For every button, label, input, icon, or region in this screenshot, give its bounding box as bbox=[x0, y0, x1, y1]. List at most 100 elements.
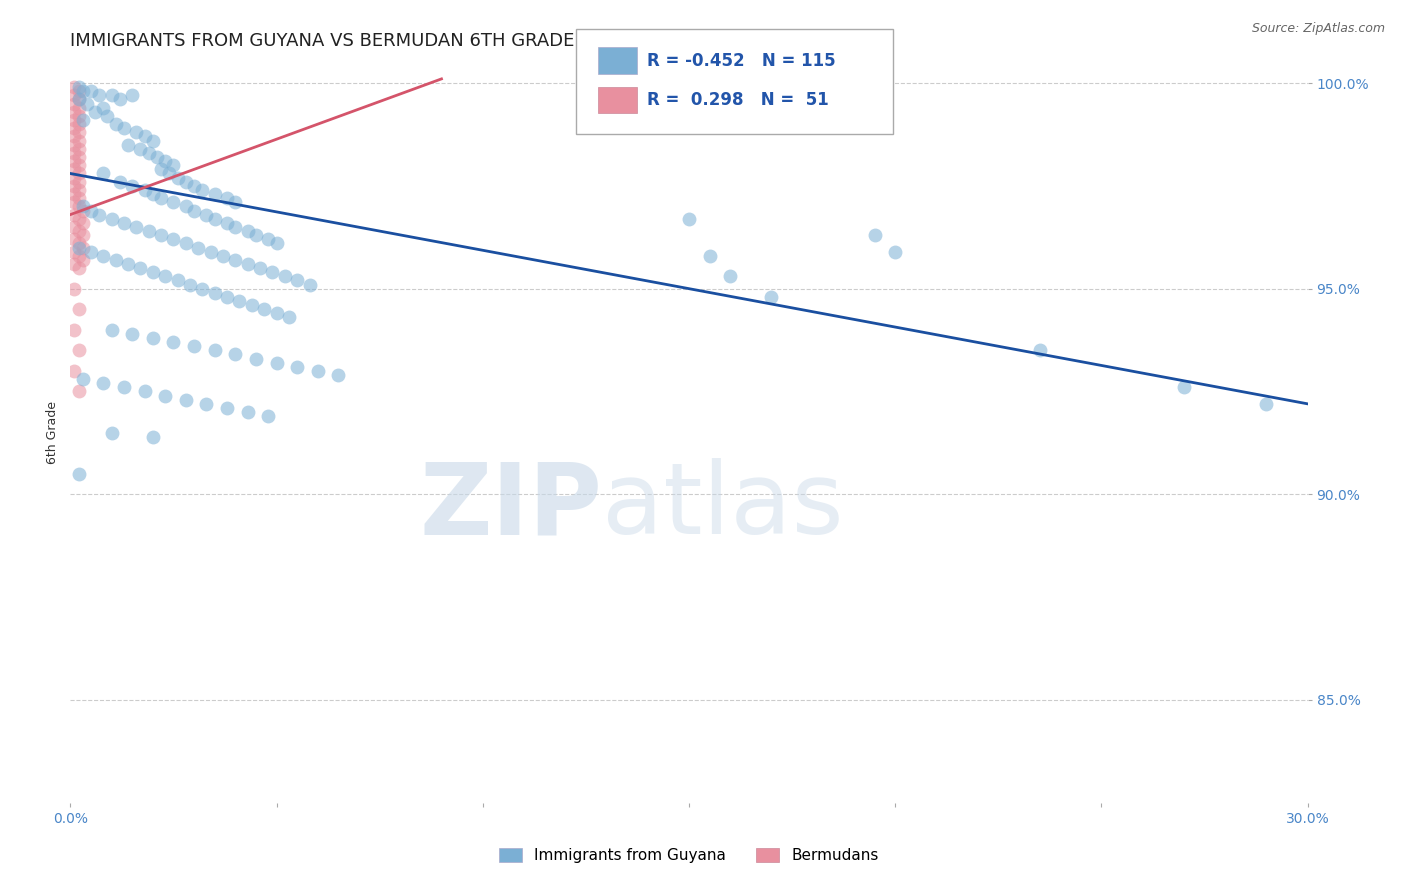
Point bbox=[204, 343, 226, 358]
Point bbox=[245, 351, 267, 366]
Point bbox=[257, 409, 280, 424]
Point bbox=[146, 150, 169, 164]
Point bbox=[67, 150, 90, 164]
Point bbox=[138, 145, 160, 160]
Point bbox=[129, 142, 152, 156]
Point bbox=[121, 88, 143, 103]
Point bbox=[67, 467, 90, 481]
Point bbox=[67, 302, 90, 317]
Point bbox=[112, 380, 135, 394]
Text: ZIP: ZIP bbox=[419, 458, 602, 555]
Point bbox=[67, 80, 90, 95]
Point bbox=[1028, 343, 1050, 358]
Point bbox=[1256, 397, 1278, 411]
Point bbox=[63, 162, 86, 177]
Point bbox=[204, 211, 226, 226]
Point bbox=[138, 224, 160, 238]
Point bbox=[174, 392, 197, 407]
Point bbox=[63, 364, 86, 378]
Point bbox=[1173, 380, 1195, 394]
Point bbox=[67, 84, 90, 98]
Point bbox=[72, 216, 94, 230]
Point bbox=[285, 273, 308, 287]
Point bbox=[80, 84, 103, 98]
Point bbox=[142, 430, 165, 444]
Point bbox=[166, 170, 188, 185]
Point bbox=[63, 178, 86, 193]
Point bbox=[761, 290, 783, 304]
Point bbox=[195, 208, 218, 222]
Point bbox=[63, 145, 86, 160]
Point bbox=[67, 92, 90, 106]
Point bbox=[142, 134, 165, 148]
Point bbox=[63, 96, 86, 111]
Point bbox=[150, 162, 173, 177]
Point bbox=[67, 224, 90, 238]
Point bbox=[884, 244, 907, 259]
Point bbox=[67, 134, 90, 148]
Point bbox=[63, 129, 86, 144]
Point bbox=[67, 175, 90, 189]
Point bbox=[863, 228, 886, 243]
Point bbox=[108, 175, 131, 189]
Point bbox=[104, 252, 127, 267]
Point bbox=[117, 137, 139, 152]
Point bbox=[72, 372, 94, 386]
Point bbox=[195, 397, 218, 411]
Point bbox=[142, 187, 165, 202]
Point bbox=[236, 224, 259, 238]
Point bbox=[285, 359, 308, 374]
Point bbox=[100, 88, 122, 103]
Point bbox=[63, 232, 86, 246]
Point bbox=[67, 92, 90, 106]
Point bbox=[125, 219, 148, 234]
Point bbox=[67, 142, 90, 156]
Point bbox=[699, 249, 721, 263]
Point bbox=[249, 261, 271, 276]
Point bbox=[121, 326, 143, 341]
Point bbox=[236, 257, 259, 271]
Point bbox=[187, 241, 209, 255]
Point bbox=[134, 384, 156, 399]
Point bbox=[72, 203, 94, 218]
Point bbox=[96, 109, 118, 123]
Point bbox=[112, 121, 135, 136]
Point bbox=[157, 167, 180, 181]
Text: R = -0.452   N = 115: R = -0.452 N = 115 bbox=[647, 52, 835, 70]
Point bbox=[134, 129, 156, 144]
Point bbox=[91, 249, 114, 263]
Point bbox=[63, 121, 86, 136]
Point bbox=[67, 236, 90, 251]
Point bbox=[67, 384, 90, 399]
Point bbox=[212, 249, 235, 263]
Point bbox=[63, 187, 86, 202]
Point bbox=[150, 191, 173, 205]
Point bbox=[89, 208, 111, 222]
Point bbox=[215, 290, 238, 304]
Point bbox=[134, 183, 156, 197]
Point bbox=[274, 269, 297, 284]
Point bbox=[67, 158, 90, 172]
Point bbox=[224, 219, 246, 234]
Point bbox=[91, 101, 114, 115]
Point bbox=[67, 199, 90, 213]
Point bbox=[298, 277, 321, 292]
Point bbox=[224, 195, 246, 210]
Point bbox=[67, 117, 90, 131]
Point bbox=[224, 347, 246, 361]
Point bbox=[215, 191, 238, 205]
Point bbox=[63, 154, 86, 169]
Point bbox=[215, 216, 238, 230]
Point bbox=[63, 195, 86, 210]
Point bbox=[67, 125, 90, 139]
Point bbox=[204, 187, 226, 202]
Y-axis label: 6th Grade: 6th Grade bbox=[46, 401, 59, 464]
Point bbox=[718, 269, 741, 284]
Point bbox=[112, 216, 135, 230]
Point bbox=[121, 178, 143, 193]
Point bbox=[80, 244, 103, 259]
Point bbox=[240, 298, 263, 312]
Point bbox=[162, 195, 184, 210]
Point bbox=[678, 211, 700, 226]
Point bbox=[183, 203, 205, 218]
